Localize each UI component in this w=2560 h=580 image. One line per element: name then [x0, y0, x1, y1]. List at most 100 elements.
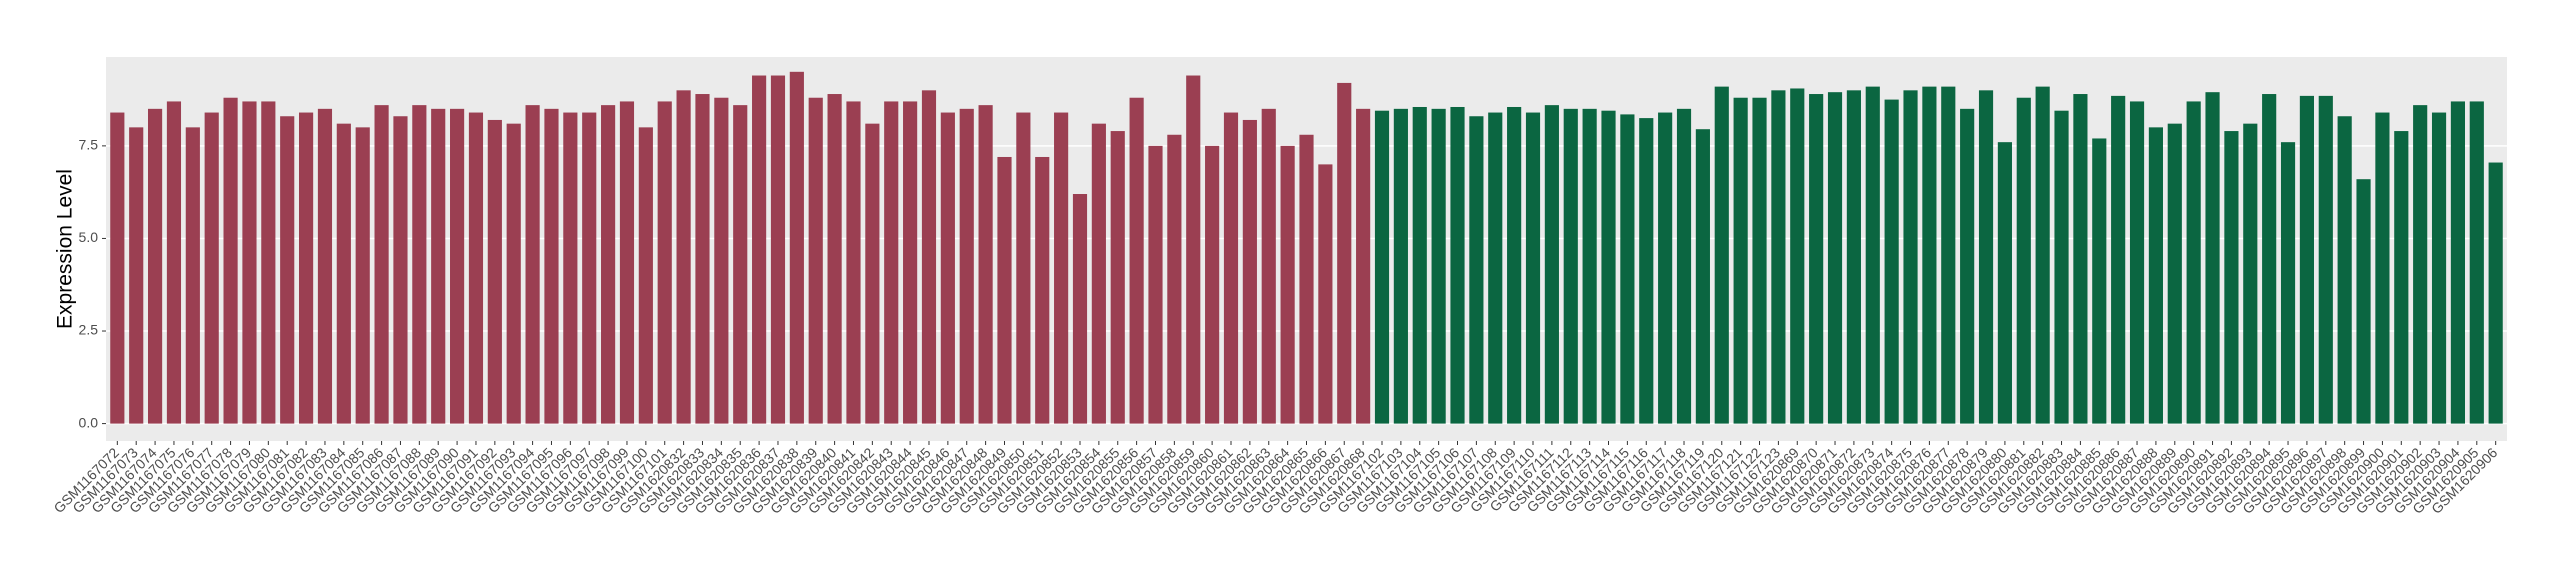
bar [1960, 108, 1975, 424]
bar [2431, 112, 2447, 424]
bar [582, 112, 597, 424]
bar [1733, 97, 1748, 424]
bar [1129, 97, 1144, 424]
bar [1827, 92, 1843, 424]
bar [280, 116, 295, 424]
bar [1752, 97, 1767, 424]
bar [242, 101, 257, 424]
bar [468, 112, 484, 424]
bar [204, 112, 219, 424]
bar [978, 105, 993, 424]
bar [789, 71, 804, 424]
bar [2469, 101, 2484, 424]
bar [601, 105, 616, 424]
bar [676, 90, 691, 424]
bar [1846, 90, 1861, 424]
bar [317, 108, 333, 424]
bar [2394, 131, 2409, 424]
bar [884, 101, 899, 424]
bar [808, 97, 823, 424]
bar [563, 112, 578, 424]
y-tick-label: 7.5 [79, 137, 99, 153]
bar [2167, 123, 2182, 424]
bar [1469, 116, 1484, 424]
bar [2488, 162, 2503, 424]
bar [2413, 105, 2428, 424]
bar [1280, 145, 1295, 424]
bar [166, 101, 182, 424]
bar [1601, 110, 1616, 424]
bar [1639, 118, 1654, 424]
y-axis-title: Expression Level [54, 169, 77, 329]
bar [1563, 108, 1578, 424]
bar [2224, 131, 2239, 424]
bar [1318, 164, 1333, 424]
bar [1167, 134, 1182, 424]
bar [1676, 108, 1692, 424]
bar [2337, 116, 2352, 424]
bar [1865, 86, 1880, 424]
bar [1374, 110, 1390, 424]
bar [1261, 108, 1276, 424]
bar [714, 97, 729, 424]
bar [865, 123, 880, 424]
bar [110, 112, 125, 424]
bar [2092, 138, 2107, 424]
bar [185, 127, 200, 424]
bar [1941, 86, 1956, 424]
y-tick-label: 5.0 [79, 229, 99, 245]
bar [2129, 101, 2145, 424]
bar [1978, 90, 1994, 424]
bar [1997, 142, 2012, 424]
bar [903, 101, 918, 424]
bar [1658, 112, 1673, 424]
bar [1356, 108, 1371, 424]
bar [752, 75, 767, 424]
bar [1148, 145, 1163, 424]
bar [921, 90, 937, 424]
bar [619, 101, 635, 424]
bar [355, 127, 370, 424]
bar [2073, 94, 2088, 424]
bar [1620, 114, 1635, 424]
bar [1035, 156, 1050, 424]
bar [1544, 105, 1559, 424]
bar [2148, 127, 2163, 424]
bar [1450, 106, 1465, 424]
bar [223, 97, 238, 424]
bar [2035, 86, 2050, 424]
bar [959, 108, 974, 424]
bar [431, 108, 446, 424]
bar [487, 119, 502, 424]
bar [1695, 129, 1710, 424]
bar [1223, 112, 1239, 424]
bar [1771, 90, 1786, 424]
bar [638, 127, 653, 424]
bar [2356, 179, 2371, 424]
bar [733, 105, 748, 424]
bar [1054, 112, 1069, 424]
bar [997, 156, 1012, 424]
y-tick-label: 2.5 [79, 322, 99, 338]
bar [1091, 123, 1106, 424]
bar [1393, 108, 1408, 424]
bar [1016, 112, 1031, 424]
bar [336, 123, 351, 424]
bar [2450, 101, 2466, 424]
bar [1714, 86, 1729, 424]
bar [374, 105, 389, 424]
bar [1186, 75, 1201, 424]
bar [2262, 94, 2277, 424]
bar [1922, 86, 1937, 424]
bar [2054, 110, 2069, 424]
bar [846, 101, 861, 424]
bar [2186, 101, 2201, 424]
bar [1412, 106, 1427, 424]
bar [506, 123, 521, 424]
bar [1525, 112, 1541, 424]
bar [2111, 95, 2126, 424]
bar [525, 105, 540, 424]
bar [1809, 94, 1824, 424]
bar [1488, 112, 1503, 424]
